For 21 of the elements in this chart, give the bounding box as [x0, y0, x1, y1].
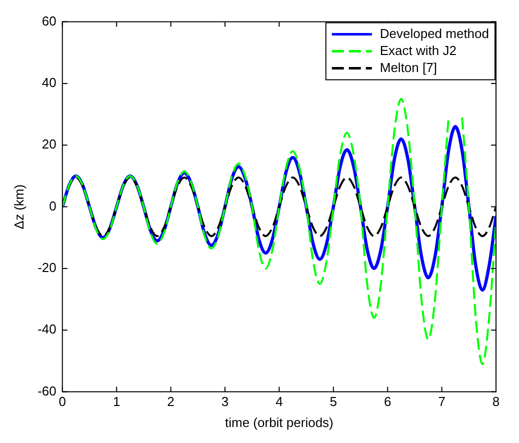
y-tick-label: 60	[42, 13, 56, 28]
x-tick-label: 5	[330, 394, 338, 410]
x-tick-label: 7	[438, 394, 446, 410]
legend-label: Developed method	[380, 26, 490, 41]
y-tick-label: -60	[38, 383, 56, 398]
y-axis-title: Δz (km)	[11, 184, 26, 230]
y-tick-label: 0	[49, 198, 56, 214]
x-tick-label: 0	[58, 394, 66, 410]
y-tick-label: 40	[42, 75, 56, 90]
y-tick-label: -40	[38, 322, 56, 337]
x-tick-label: 2	[167, 394, 174, 410]
y-tick-label: 20	[42, 136, 56, 152]
y-tick-label: -20	[38, 260, 56, 276]
legend-label: Melton [7]	[380, 60, 437, 75]
x-tick-label: 4	[276, 394, 283, 410]
legend-label: Exact with J2	[380, 42, 456, 58]
x-tick-label: 3	[221, 394, 229, 410]
x-tick-label: 6	[384, 394, 392, 410]
x-tick-label: 1	[112, 394, 120, 410]
x-tick-label: 8	[492, 394, 500, 410]
x-axis-title: time (orbit periods)	[225, 414, 334, 430]
